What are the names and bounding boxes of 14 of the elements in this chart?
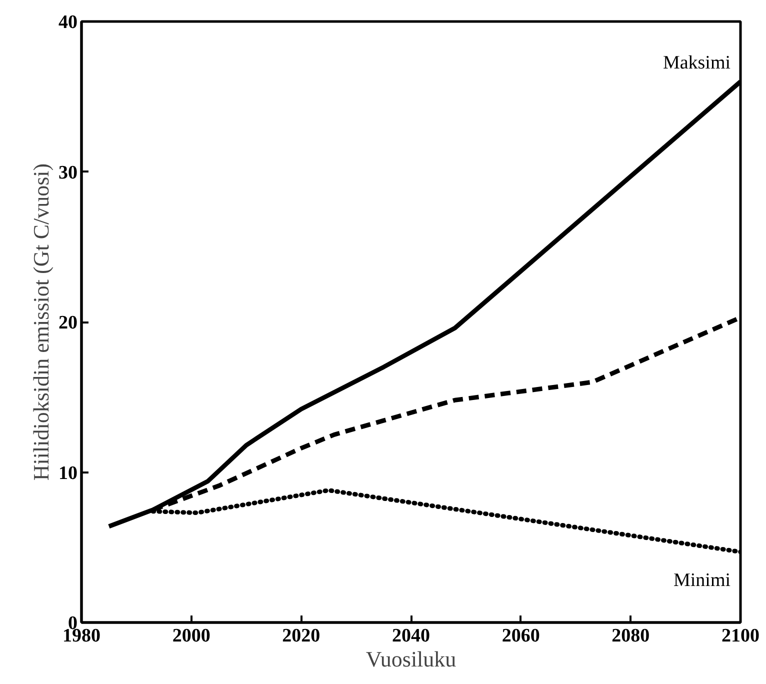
x-tick-label: 2100 bbox=[722, 626, 760, 646]
x-tick-label: 2060 bbox=[502, 626, 540, 646]
y-axis-title: Hiilidioksidin emissiot (Gt C/vuosi) bbox=[28, 163, 54, 481]
y-tick-label: 10 bbox=[58, 462, 78, 484]
x-axis-title: Vuosiluku bbox=[366, 646, 456, 672]
x-tick-label: 2080 bbox=[612, 626, 650, 646]
y-tick-label: 30 bbox=[58, 162, 78, 184]
series-label: Maksimi bbox=[662, 52, 731, 74]
x-tick-label: 2020 bbox=[282, 626, 320, 646]
series-label: Minimi bbox=[673, 570, 731, 591]
x-tick-label: 2000 bbox=[172, 626, 210, 646]
y-tick-label: 20 bbox=[58, 312, 78, 334]
x-tick-label: 2040 bbox=[392, 626, 430, 646]
y-tick-label: 40 bbox=[58, 12, 78, 33]
